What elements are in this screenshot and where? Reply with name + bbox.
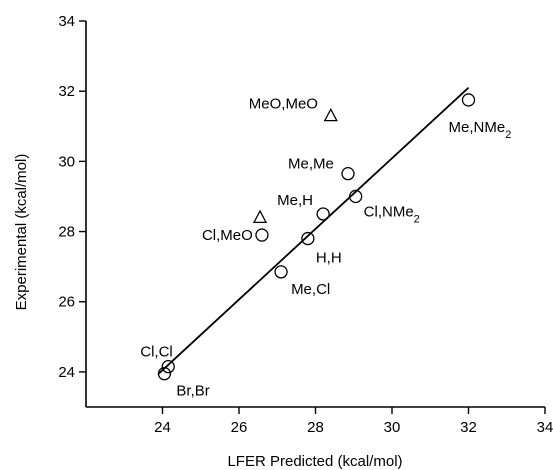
y-tick-label: 28	[58, 224, 75, 241]
point-label: Br,Br	[176, 383, 209, 400]
y-tick-label: 32	[58, 83, 75, 100]
x-tick-label: 30	[384, 419, 401, 436]
y-tick-label: 24	[58, 364, 75, 381]
x-tick-label: 32	[460, 419, 477, 436]
point-label: Me,Cl	[291, 281, 330, 298]
point-label: H,H	[316, 250, 342, 267]
fit-line	[158, 87, 470, 375]
fit-line-group	[158, 87, 470, 375]
point-label: Me,Me	[288, 156, 334, 173]
circle-marker	[161, 359, 175, 374]
axes: 24 26 28 30 32 34 24 26 28 30 32 34	[58, 13, 553, 436]
point-labels: Br,Br Cl,Cl Me,Cl Cl,MeO H,H Me,H Cl,NMe2 Me,Me…	[140, 96, 511, 400]
point-label: Cl,Cl	[140, 344, 173, 361]
point-label: Me,H	[277, 192, 313, 209]
circle-marker	[349, 189, 363, 204]
triangle-marker	[252, 209, 268, 224]
data-points	[157, 93, 476, 381]
circle-marker	[461, 93, 476, 107]
y-tick-label: 26	[58, 294, 75, 311]
circle-marker	[274, 265, 288, 279]
circle-marker	[316, 207, 330, 221]
circle-marker	[157, 367, 172, 381]
x-tick-label: 28	[307, 419, 324, 436]
x-tick-label: 24	[154, 419, 171, 436]
y-tick-label: 30	[58, 153, 75, 170]
triangle-marker	[323, 107, 338, 122]
y-tick-label: 34	[58, 13, 75, 30]
circle-marker	[301, 231, 315, 246]
y-axis-title: Experimental (kcal/mol)	[13, 154, 30, 311]
x-tick-label: 26	[231, 419, 248, 436]
point-label: Me,NMe2	[449, 119, 512, 141]
circle-marker	[255, 228, 269, 242]
x-axis-title: LFER Predicted (kcal/mol)	[227, 453, 402, 470]
point-label: MeO,MeO	[249, 96, 318, 113]
circle-marker	[341, 166, 355, 181]
x-tick-label: 34	[537, 419, 553, 436]
point-label: Cl,NMe2	[364, 203, 420, 225]
point-label: Cl,MeO	[202, 227, 253, 244]
